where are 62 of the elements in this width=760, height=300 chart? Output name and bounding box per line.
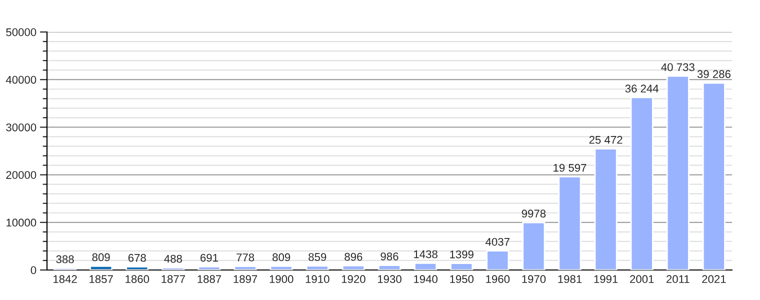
y-tick-label: 40000 bbox=[6, 76, 36, 84]
x-tick-label: 2001 bbox=[630, 275, 654, 284]
bar bbox=[306, 265, 329, 270]
data-label: 36 244 bbox=[625, 84, 659, 93]
data-label: 19 597 bbox=[554, 164, 586, 172]
data-label: 25 472 bbox=[589, 136, 622, 144]
data-label: 488 bbox=[164, 254, 182, 263]
bar bbox=[594, 148, 618, 270]
x-tick-label: 1960 bbox=[486, 275, 510, 284]
x-tick-label: 1887 bbox=[198, 275, 222, 284]
y-tick-label: 0 bbox=[30, 266, 36, 274]
x-tick-label: 1857 bbox=[90, 275, 113, 284]
data-label: 691 bbox=[200, 254, 218, 262]
data-label: 809 bbox=[92, 253, 110, 262]
x-tick-label: 1930 bbox=[378, 275, 402, 284]
bar bbox=[558, 176, 582, 270]
data-label: 809 bbox=[272, 253, 290, 262]
x-tick-label: 1900 bbox=[270, 275, 294, 284]
bar bbox=[702, 82, 726, 270]
x-tick-label: 1897 bbox=[234, 275, 258, 284]
bar bbox=[630, 96, 654, 270]
bar bbox=[522, 222, 546, 270]
bar bbox=[342, 265, 365, 270]
data-label: 40 733 bbox=[661, 63, 694, 72]
x-tick-label: 1970 bbox=[522, 275, 546, 284]
x-tick-label: 1981 bbox=[558, 275, 582, 284]
x-tick-label: 1991 bbox=[594, 275, 618, 284]
bar bbox=[378, 264, 402, 270]
y-tick-label: 10000 bbox=[6, 218, 36, 227]
bar bbox=[126, 266, 149, 270]
y-tick-label: 20000 bbox=[6, 171, 36, 179]
data-label: 9978 bbox=[522, 210, 546, 218]
data-label: 388 bbox=[56, 255, 74, 264]
x-tick-label: 1842 bbox=[54, 275, 77, 284]
x-tick-label: 2011 bbox=[666, 275, 690, 284]
y-tick-label: 30000 bbox=[6, 123, 36, 132]
x-tick-label: 1910 bbox=[306, 275, 330, 284]
data-label: 4037 bbox=[486, 238, 510, 246]
data-label: 896 bbox=[344, 252, 362, 261]
data-label: 1399 bbox=[450, 250, 474, 258]
x-tick-label: 1920 bbox=[342, 275, 366, 284]
bar bbox=[450, 262, 474, 270]
bar bbox=[414, 262, 438, 270]
data-label: 678 bbox=[128, 254, 146, 262]
bar bbox=[234, 266, 257, 270]
bar bbox=[90, 265, 113, 270]
x-tick-label: 1877 bbox=[162, 275, 185, 284]
bar bbox=[162, 266, 185, 270]
bar bbox=[198, 266, 221, 270]
data-label: 778 bbox=[236, 253, 254, 262]
y-tick-label: 50000 bbox=[6, 28, 36, 36]
data-label: 859 bbox=[308, 253, 326, 261]
x-tick-label: 1950 bbox=[450, 275, 474, 284]
x-tick-label: 1940 bbox=[414, 275, 438, 284]
bar bbox=[486, 250, 510, 270]
bar bbox=[666, 75, 690, 270]
bar bbox=[270, 265, 293, 270]
data-label: 1438 bbox=[414, 250, 438, 258]
x-tick-label: 1860 bbox=[126, 275, 150, 284]
data-label: 986 bbox=[380, 252, 398, 260]
data-label: 39 286 bbox=[697, 70, 730, 78]
x-tick-label: 2021 bbox=[702, 275, 726, 284]
